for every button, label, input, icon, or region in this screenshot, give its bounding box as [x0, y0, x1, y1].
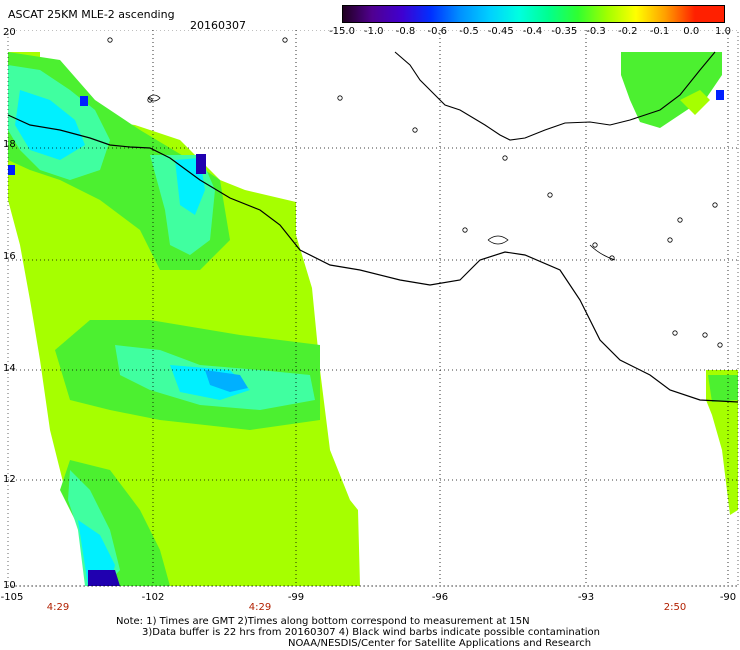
gulf-coastline [394, 51, 716, 141]
colorbar-label: -0.45 [487, 26, 514, 37]
lon-label-90: -90 [719, 592, 737, 603]
product-date: 20160307 [190, 19, 246, 32]
lon-label-105: -105 [0, 592, 24, 603]
map-border [7, 30, 739, 587]
note-line-1: Note: 1) Times are GMT 2)Times along bot… [116, 616, 530, 627]
note-line-3: NOAA/NESDIS/Center for Satellite Applica… [288, 638, 592, 649]
colorbar-segment [372, 6, 402, 22]
colorbar-label: -0.8 [395, 26, 416, 37]
island-outline [282, 37, 288, 43]
island-outline [592, 242, 598, 248]
lon-label-93: -93 [577, 592, 595, 603]
lon-label-102: -102 [141, 592, 165, 603]
island-outline [717, 342, 723, 348]
island-outline [667, 237, 673, 243]
colorbar-segment [548, 6, 578, 22]
pacific-coastline [7, 114, 739, 403]
colorbar-segment [577, 6, 607, 22]
island-outline [462, 227, 468, 233]
colorbar-label: -1.0 [363, 26, 384, 37]
colorbar-segment [489, 6, 519, 22]
colorbar-label: 0.0 [683, 26, 700, 37]
swath-sky-band [205, 370, 248, 392]
colorbar-segment [665, 6, 695, 22]
colorbar-segment [636, 6, 666, 22]
lat-label-12: 12 [3, 474, 16, 485]
swath-east-green [708, 375, 738, 402]
colorbar-segment [430, 6, 461, 22]
island-outline [147, 97, 153, 103]
colorbar-segment [343, 6, 373, 22]
time-label-left: 4:29 [46, 602, 70, 613]
swath-cyan-nw [15, 90, 85, 160]
island-outline [502, 155, 508, 161]
colorbar-label: -0.4 [522, 26, 543, 37]
swath-ne-lime [680, 90, 710, 115]
swath-east [706, 370, 738, 515]
swath-navy-sw [88, 570, 120, 586]
colorbar-label: -15.0 [329, 26, 355, 37]
colorbar-label: -0.35 [551, 26, 578, 37]
lat-label-14: 14 [3, 363, 16, 374]
map-panel [7, 30, 739, 587]
lon-label-96: -96 [431, 592, 449, 603]
colorbar-label: -0.2 [617, 26, 638, 37]
swath-ne-blue [716, 90, 724, 100]
colorbar-label: -0.3 [586, 26, 606, 37]
swath-blue-cell-2 [8, 165, 15, 175]
colorbar-segment [606, 6, 637, 22]
wind-swaths [8, 52, 738, 586]
colorbar-segment [518, 6, 549, 22]
colorbar-label: -0.1 [649, 26, 670, 37]
note-line-2: 3)Data buffer is 22 hrs from 20160307 4)… [142, 627, 600, 638]
colorbar [342, 5, 725, 23]
island-outline [412, 127, 418, 133]
colorbar-segment [694, 6, 725, 22]
colorbar-label: -0.6 [427, 26, 448, 37]
lat-label-18: 18 [3, 139, 16, 150]
swath-cyan-sw [78, 520, 115, 586]
lat-label-20: 20 [3, 27, 16, 38]
island-outline [337, 95, 343, 101]
product-title: ASCAT 25KM MLE-2 ascending [8, 8, 175, 21]
lat-label-16: 16 [3, 251, 16, 262]
island-outline [702, 332, 708, 338]
lon-label-99: -99 [287, 592, 305, 603]
swath-navy-cell [196, 154, 206, 174]
time-label-center: 4:29 [248, 602, 272, 613]
colorbar-label: 1.0 [715, 26, 731, 37]
island-outline [547, 192, 553, 198]
island-outline [672, 330, 678, 336]
lagoon-outlines [147, 94, 616, 261]
colorbar-segment [401, 6, 431, 22]
coastline [7, 37, 739, 403]
swath-blue-cell [80, 96, 88, 106]
island-outline [107, 37, 113, 43]
island-outline [712, 202, 718, 208]
time-label-right: 2:50 [663, 602, 687, 613]
lat-label-10: 10 [3, 580, 16, 591]
swath-ne [621, 52, 722, 128]
colorbar-label: -0.5 [459, 26, 479, 37]
colorbar-segment [460, 6, 490, 22]
island-outline [677, 217, 683, 223]
